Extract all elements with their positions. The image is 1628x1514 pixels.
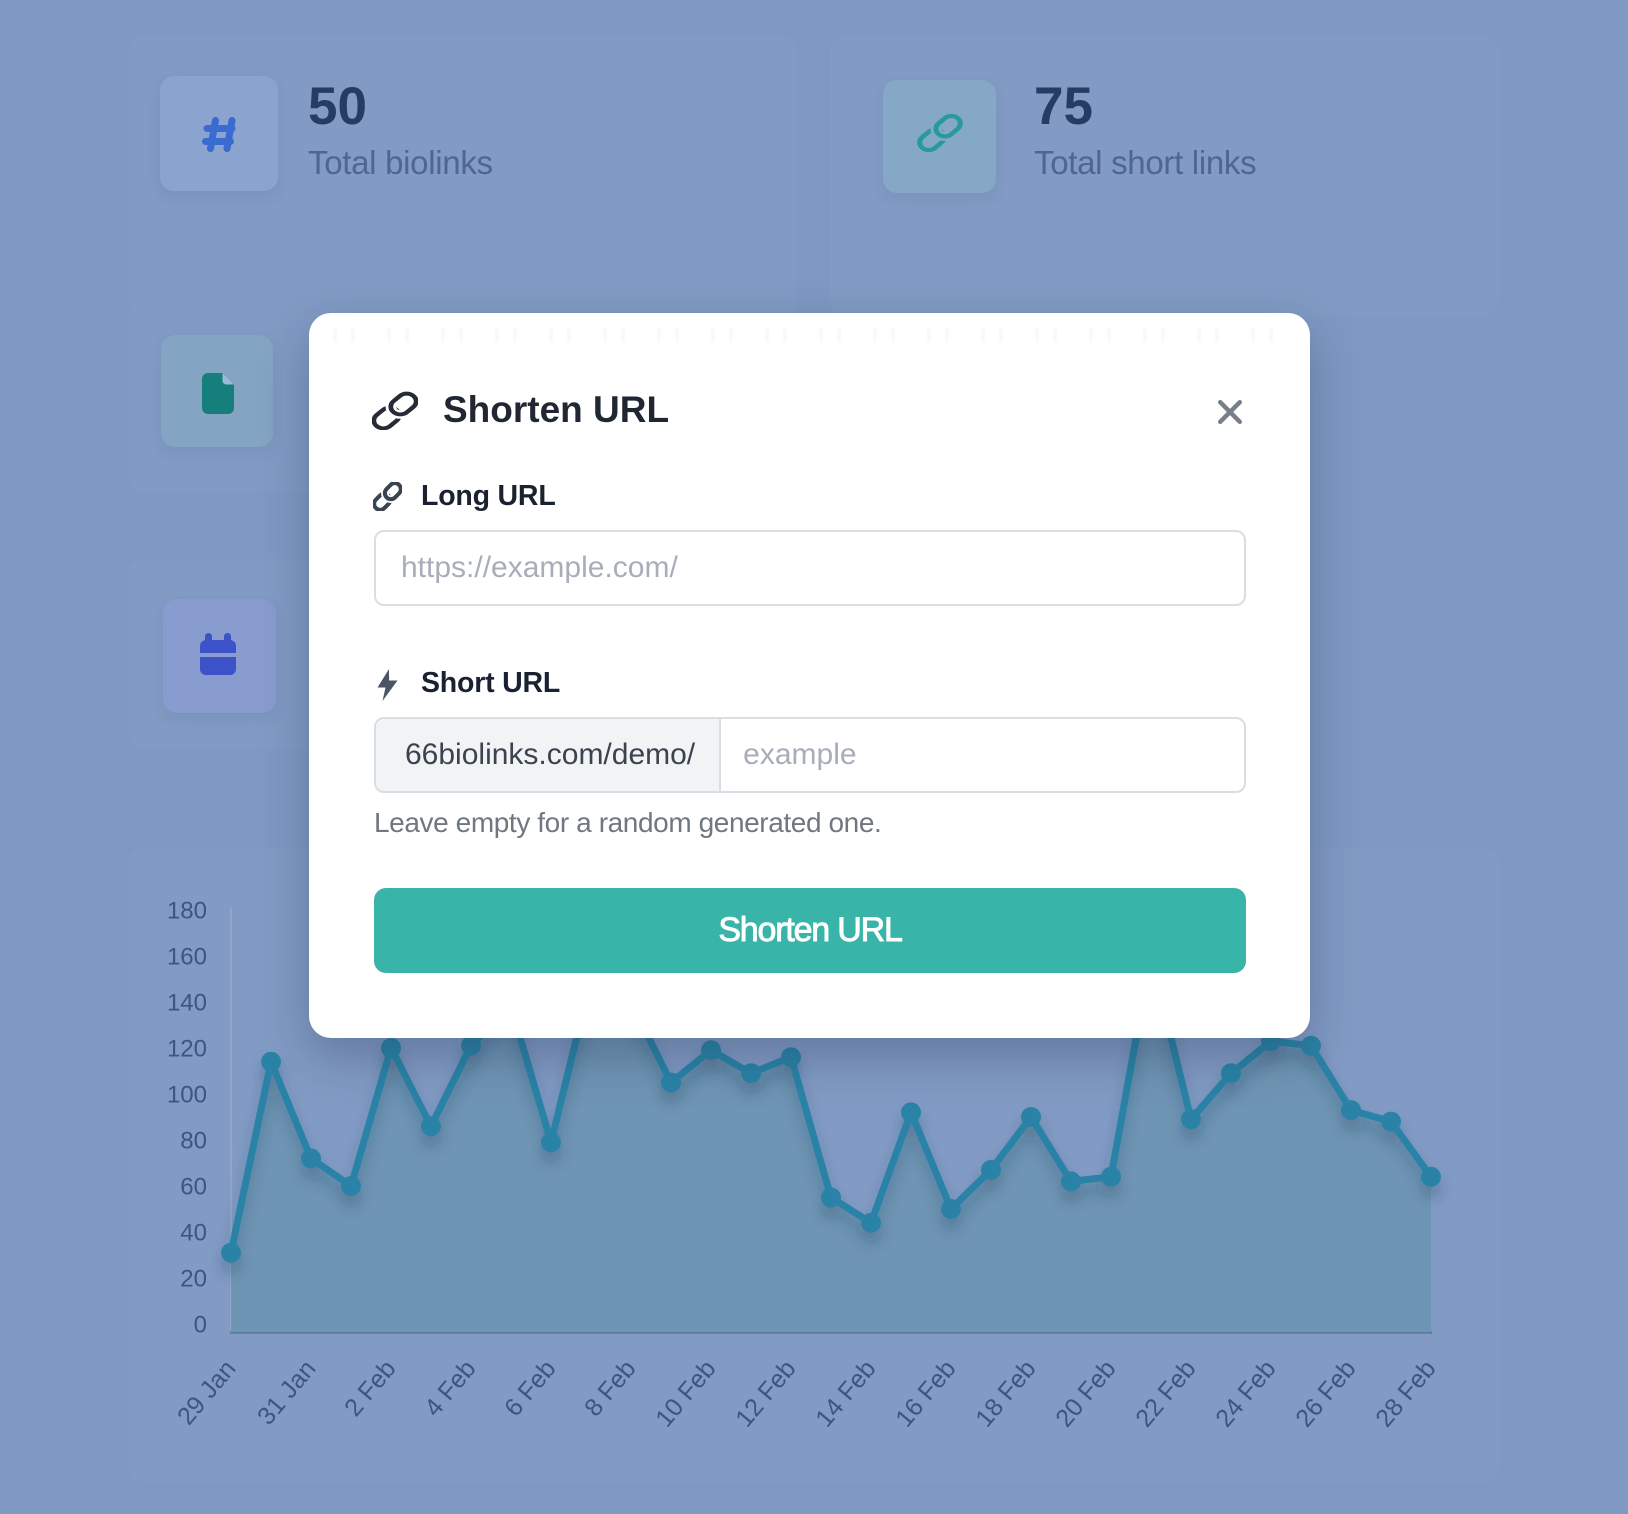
svg-text:140: 140 (167, 990, 207, 1017)
svg-text:40: 40 (180, 1220, 207, 1247)
svg-text:14 Feb: 14 Feb (810, 1355, 881, 1433)
svg-text:80: 80 (180, 1128, 207, 1155)
svg-text:29 Jan: 29 Jan (172, 1355, 242, 1430)
svg-text:2 Feb: 2 Feb (339, 1355, 402, 1422)
svg-text:12 Feb: 12 Feb (730, 1355, 801, 1433)
svg-text:8 Feb: 8 Feb (579, 1355, 642, 1422)
svg-text:10 Feb: 10 Feb (650, 1355, 721, 1433)
svg-text:20: 20 (180, 1266, 207, 1293)
svg-text:6 Feb: 6 Feb (499, 1355, 562, 1422)
svg-text:120: 120 (167, 1036, 207, 1063)
svg-text:22 Feb: 22 Feb (1130, 1355, 1201, 1433)
svg-text:28 Feb: 28 Feb (1370, 1355, 1441, 1433)
svg-text:26 Feb: 26 Feb (1290, 1355, 1361, 1433)
svg-text:0: 0 (194, 1312, 207, 1339)
svg-text:160: 160 (167, 944, 207, 971)
svg-text:180: 180 (167, 898, 207, 925)
svg-text:24 Feb: 24 Feb (1210, 1355, 1281, 1433)
svg-text:4 Feb: 4 Feb (419, 1355, 482, 1422)
svg-text:31 Jan: 31 Jan (252, 1355, 322, 1430)
svg-text:18 Feb: 18 Feb (970, 1355, 1041, 1433)
svg-text:16 Feb: 16 Feb (890, 1355, 961, 1433)
svg-text:100: 100 (167, 1082, 207, 1109)
svg-text:60: 60 (180, 1174, 207, 1201)
svg-text:20 Feb: 20 Feb (1050, 1355, 1121, 1433)
